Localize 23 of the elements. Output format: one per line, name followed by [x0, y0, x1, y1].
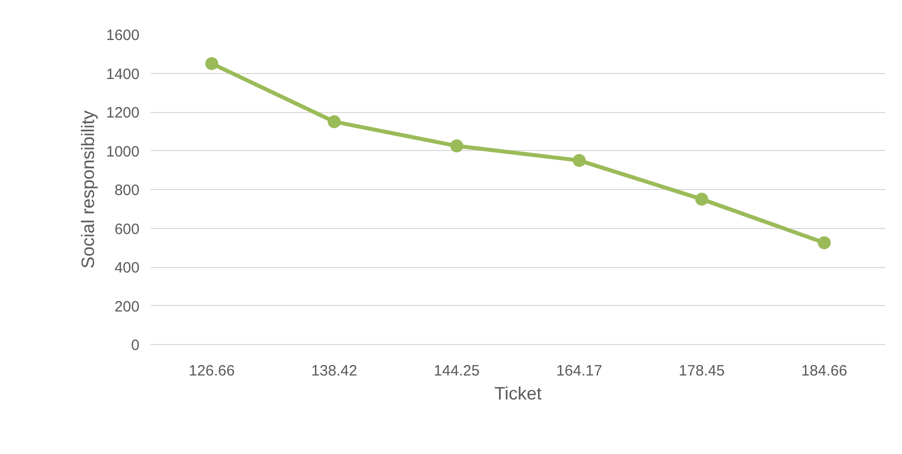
y-tick-label: 1600	[106, 27, 140, 44]
point	[205, 57, 218, 70]
y-tick-label: 0	[131, 337, 140, 354]
y-tick-label: 1400	[106, 66, 140, 83]
x-axis-title: Ticket	[494, 384, 542, 404]
point	[695, 192, 708, 206]
y-tick-label: 200	[114, 298, 140, 316]
point	[818, 236, 831, 250]
y-tick-label: 1000	[106, 143, 140, 160]
y-axis-title: Social responsibility	[78, 110, 98, 269]
point	[450, 139, 464, 152]
point	[572, 154, 586, 167]
x-tick-label: 164.17	[556, 362, 602, 380]
y-tick-label: 800	[114, 182, 140, 199]
x-tick-label: 144.25	[434, 362, 480, 380]
y-tick-label: 400	[114, 260, 140, 276]
point	[328, 115, 341, 128]
y-tick-label: 1200	[106, 104, 140, 122]
x-tick-label: 126.66	[188, 362, 235, 380]
x-tick-label: 138.42	[311, 362, 358, 380]
x-tick-label: 184.66	[801, 362, 848, 380]
y-tick-label: 600	[114, 220, 140, 238]
x-tick-label: 178.45	[678, 362, 725, 380]
